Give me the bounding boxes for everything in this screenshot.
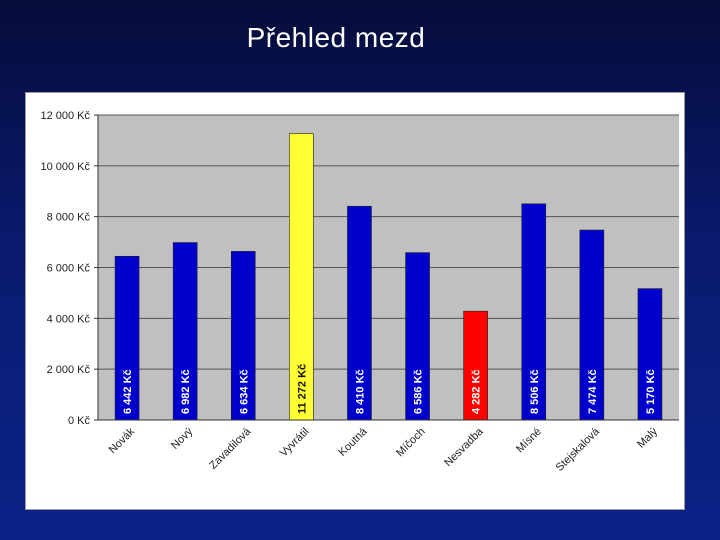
bar (230, 251, 256, 421)
bar-data-label: 7 474 Kč (587, 369, 599, 414)
x-tick-label: Mísné (514, 426, 544, 456)
x-tick-label: Malý (635, 425, 660, 450)
x-tick-label: Míčoch (394, 426, 428, 460)
bar-data-label: 8 506 Kč (529, 369, 541, 414)
x-axis-ticks: Novák Nový Zavadilová Vyvrátil Koutná Míčoch N… (107, 425, 661, 474)
y-axis-ticks: 0 Kč 2 000 Kč 4 000 Kč 6 000 Kč 8 000 Kč 10 0… (40, 110, 98, 427)
bar-data-label: 11 272 Kč (296, 364, 308, 414)
bar (405, 252, 430, 421)
bar-data-label: 8 410 Kč (354, 369, 366, 414)
bar (637, 288, 663, 421)
x-tick-label: Novák (107, 425, 138, 456)
y-tick-label: 8 000 Kč (47, 212, 91, 224)
x-tick-label: Nesvadba (442, 425, 486, 469)
bar (521, 203, 547, 421)
bar-data-label: 4 282 Kč (471, 369, 483, 414)
x-tick-label: Koutná (336, 425, 370, 459)
bar-data-label: 6 442 Kč (122, 369, 134, 414)
x-tick-label: Vyvrátil (278, 426, 312, 460)
y-tick-label: 6 000 Kč (47, 263, 91, 275)
y-tick-label: 10 000 Kč (40, 161, 90, 173)
x-tick-label: Stejskalová (554, 425, 603, 474)
x-tick-label: Nový (169, 425, 196, 452)
y-tick-label: 2 000 Kč (47, 364, 91, 376)
y-tick-label: 4 000 Kč (47, 313, 91, 325)
bars: 6 442 Kč 6 982 Kč 6 634 Kč 11 272 Kč 8 410 K… (114, 133, 663, 421)
bar-chart: 0 Kč 2 000 Kč 4 000 Kč 6 000 Kč 8 000 Kč 10 0… (40, 110, 679, 474)
bar (347, 205, 372, 421)
x-tick-label: Zavadilová (207, 425, 254, 472)
bar (289, 133, 314, 421)
slide-title: Přehled mezd (246, 22, 426, 53)
bar-data-label: 6 634 Kč (238, 369, 250, 414)
y-tick-label: 0 Kč (68, 415, 91, 427)
bar-data-label: 5 170 Kč (645, 369, 657, 414)
chart-frame: 0 Kč 2 000 Kč 4 000 Kč 6 000 Kč 8 000 Kč 10 0… (25, 92, 685, 510)
bar-data-label: 6 982 Kč (180, 369, 192, 414)
y-tick-label: 12 000 Kč (40, 110, 90, 122)
bar-data-label: 6 586 Kč (413, 369, 425, 414)
